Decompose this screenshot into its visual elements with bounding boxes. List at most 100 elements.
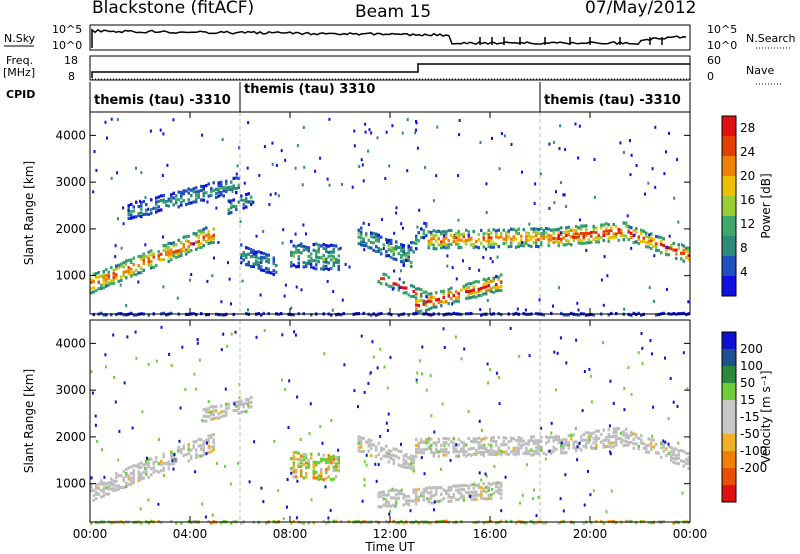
power-cell bbox=[187, 234, 190, 238]
power-noise-cell bbox=[623, 307, 626, 311]
velocity-cell bbox=[462, 494, 465, 498]
power-cell bbox=[542, 313, 545, 317]
velocity-noise-cell bbox=[157, 502, 160, 506]
nsky-label: N.Sky bbox=[4, 32, 36, 45]
velocity-noise-cell bbox=[105, 365, 107, 369]
power-cell bbox=[115, 273, 118, 277]
power-cell bbox=[377, 249, 380, 253]
velocity-noise-cell bbox=[443, 444, 446, 448]
velocity-noise-cell bbox=[141, 410, 144, 414]
velocity-noise-cell bbox=[681, 491, 684, 495]
velocity-cell bbox=[170, 450, 173, 454]
power-cell bbox=[510, 241, 513, 245]
power-noise-cell bbox=[328, 183, 331, 187]
power-cell bbox=[457, 296, 460, 300]
velocity-cell bbox=[207, 446, 210, 450]
power-noise-cell bbox=[629, 139, 631, 143]
power-cell bbox=[522, 241, 525, 245]
velocity-cell bbox=[627, 440, 630, 445]
velocity-cell bbox=[475, 490, 478, 494]
freq-unit: [MHz] bbox=[3, 66, 35, 79]
velocity-cell bbox=[420, 451, 423, 455]
velocity-noise-cell bbox=[220, 348, 223, 352]
power-noise-cell bbox=[228, 277, 231, 281]
power-cell bbox=[572, 228, 575, 232]
power-cell bbox=[367, 238, 370, 242]
velocity-cell bbox=[670, 455, 673, 459]
power-cell bbox=[95, 272, 98, 276]
power-cell bbox=[442, 292, 445, 296]
power-cell bbox=[497, 275, 500, 279]
velocity-cell bbox=[442, 519, 445, 523]
power-cell bbox=[512, 235, 515, 239]
power-cell bbox=[110, 313, 113, 317]
velocity-noise-cell bbox=[415, 380, 418, 384]
velocity-cell bbox=[662, 445, 665, 449]
velocity-cell bbox=[645, 447, 648, 451]
velocity-cell bbox=[540, 448, 543, 452]
power-cell bbox=[457, 232, 460, 236]
velocity-cell bbox=[490, 497, 493, 501]
power-cell bbox=[150, 259, 153, 263]
velocity-cell bbox=[657, 451, 660, 455]
power-cell bbox=[122, 273, 125, 277]
power-cell bbox=[670, 247, 673, 251]
power-cell bbox=[127, 269, 130, 273]
velocity-cell bbox=[310, 456, 313, 460]
velocity-cell bbox=[625, 432, 628, 436]
power-cell bbox=[150, 211, 153, 215]
velocity-noise-cell bbox=[589, 493, 592, 497]
power-cell bbox=[540, 232, 543, 236]
velocity-cell bbox=[357, 438, 360, 442]
power-cell bbox=[142, 200, 145, 204]
power-cell bbox=[207, 182, 210, 186]
velocity-cell bbox=[455, 449, 458, 454]
power-cell bbox=[385, 254, 388, 258]
power-cell bbox=[577, 313, 580, 317]
velocity-noise-cell bbox=[253, 440, 256, 444]
velocity-cell bbox=[422, 451, 425, 455]
velocity-noise-cell bbox=[544, 457, 547, 461]
velocity-cell bbox=[485, 436, 488, 440]
power-cell bbox=[557, 230, 560, 234]
velocity-cell bbox=[360, 442, 363, 446]
velocity-noise-cell bbox=[592, 489, 595, 493]
power-cell bbox=[207, 238, 210, 242]
power-cell bbox=[245, 200, 248, 204]
power-cell bbox=[335, 258, 338, 262]
power-noise-cell bbox=[393, 269, 396, 273]
velocity-noise-cell bbox=[281, 333, 284, 337]
velocity-cell bbox=[377, 505, 380, 509]
velocity-cell bbox=[102, 490, 105, 494]
power-cell bbox=[390, 241, 393, 246]
velocity-cell bbox=[195, 448, 198, 452]
velocity-cell bbox=[160, 462, 163, 466]
power-cell bbox=[490, 238, 493, 242]
power-noise-cell bbox=[332, 290, 335, 293]
velocity-cell bbox=[317, 461, 320, 465]
power-cell bbox=[675, 252, 678, 256]
velocity-cell bbox=[412, 499, 415, 503]
velocity-cell bbox=[385, 498, 388, 502]
power-cell bbox=[217, 313, 220, 317]
power-noise-cell bbox=[250, 248, 253, 252]
velocity-cell bbox=[487, 481, 490, 486]
power-cell bbox=[165, 250, 168, 254]
cpid-segment-1: themis (tau) -3310 bbox=[94, 93, 231, 108]
power-cell bbox=[180, 194, 183, 198]
velocity-cell bbox=[517, 452, 520, 456]
velocity-cell bbox=[450, 495, 453, 500]
velocity-cell bbox=[487, 452, 490, 456]
velocity-noise-cell bbox=[589, 374, 592, 378]
velocity-cell bbox=[462, 447, 465, 451]
power-cell bbox=[470, 243, 473, 247]
power-cell bbox=[330, 250, 333, 254]
power-cell bbox=[100, 274, 103, 278]
power-cell bbox=[492, 241, 495, 245]
velocity-cell bbox=[675, 454, 678, 458]
power-cell bbox=[582, 241, 585, 245]
velocity-cell bbox=[667, 444, 670, 448]
velocity-cell bbox=[117, 484, 120, 488]
velocity-cell bbox=[402, 496, 405, 500]
